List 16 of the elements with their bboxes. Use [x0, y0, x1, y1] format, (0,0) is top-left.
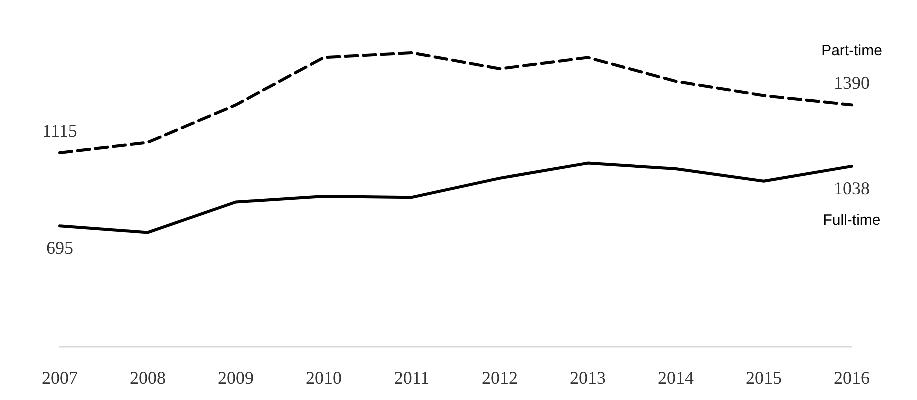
x-tick-label: 2012: [482, 368, 518, 388]
x-tick-label: 2014: [658, 368, 694, 388]
x-tick-label: 2011: [394, 368, 430, 388]
data-label: 1038: [834, 178, 870, 198]
data-label: 695: [46, 238, 74, 258]
x-tick-label: 2015: [746, 368, 782, 388]
text: Part-time: [822, 42, 882, 60]
x-tick-label: 2013: [570, 368, 606, 388]
x-tick-label: 2007: [42, 368, 78, 388]
x-tick-label: 2009: [218, 368, 254, 388]
x-tick-label: 2016: [834, 368, 870, 388]
x-tick-label: 2010: [306, 368, 342, 388]
data-label: 1115: [42, 121, 78, 142]
data-label: 1390: [834, 73, 870, 94]
x-tick-label: 2008: [130, 368, 166, 388]
text: Full-time: [823, 212, 881, 229]
